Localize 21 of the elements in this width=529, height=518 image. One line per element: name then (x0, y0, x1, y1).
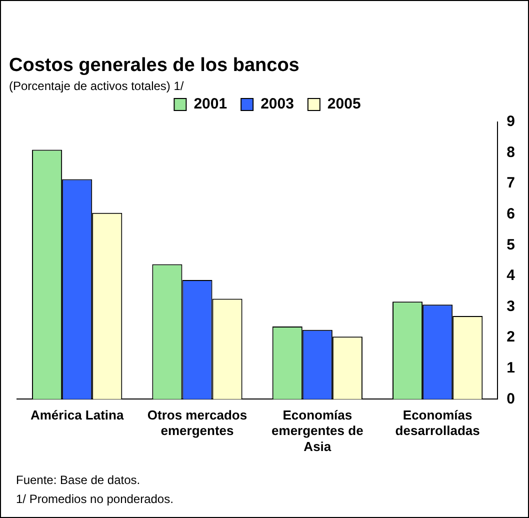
y-tick-label: 5 (506, 236, 515, 254)
x-tick-label: Otros mercados emergentes (147, 408, 248, 438)
y-tick-label: 1 (506, 360, 515, 377)
y-tick-label: 2 (506, 328, 515, 346)
legend-label: 2003 (260, 96, 294, 113)
y-tick-label: 6 (506, 206, 515, 223)
chart-title: Costos generales de los bancos (9, 55, 300, 77)
chart-subtitle: (Porcentaje de activos totales) 1/ (9, 79, 184, 93)
text: 1/ Promedios no ponderados. (16, 491, 174, 508)
legend-label: 2005 (327, 96, 361, 113)
source-note: Fuente: Base de datos. (16, 472, 142, 489)
y-tick-label: 3 (506, 298, 515, 315)
x-tick-label: Economías desarrolladas (395, 408, 480, 438)
y-tick-label: 4 (506, 267, 516, 284)
legend-label: 2001 (194, 96, 228, 113)
x-tick-label: Economías emergentes de Asia (272, 408, 364, 454)
y-tick-label: 9 (506, 113, 515, 130)
y-tick-label: 0 (506, 390, 515, 408)
y-tick-label: 7 (506, 174, 515, 192)
x-tick-label: América Latina (30, 408, 124, 423)
y-tick-label: 8 (506, 144, 515, 161)
